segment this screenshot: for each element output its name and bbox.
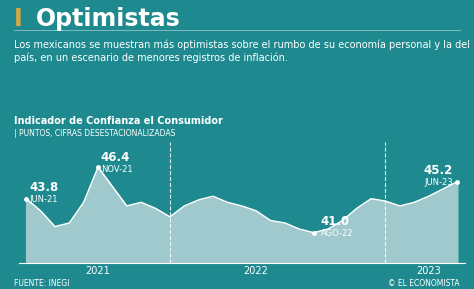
Text: AGO-22: AGO-22 — [321, 229, 353, 238]
Text: 43.8: 43.8 — [29, 181, 58, 194]
Text: © EL ECONOMISTA: © EL ECONOMISTA — [388, 279, 460, 288]
Text: NOV-21: NOV-21 — [101, 165, 133, 174]
Text: 46.4: 46.4 — [101, 151, 130, 164]
Text: I: I — [14, 7, 23, 31]
Text: JUN-23: JUN-23 — [424, 178, 453, 187]
Text: FUENTE: INEGI: FUENTE: INEGI — [14, 279, 70, 288]
Text: 45.2: 45.2 — [424, 164, 453, 177]
Text: 41.0: 41.0 — [321, 215, 350, 228]
Text: Los mexicanos se muestran más optimistas sobre el rumbo de su economía personal : Los mexicanos se muestran más optimistas… — [14, 39, 470, 63]
Text: | PUNTOS, CIFRAS DESESTACIONALIZADAS: | PUNTOS, CIFRAS DESESTACIONALIZADAS — [14, 129, 175, 138]
Text: JUN-21: JUN-21 — [29, 195, 57, 204]
Text: Optimistas: Optimistas — [36, 7, 180, 31]
Text: Indicador de Confianza el Consumidor: Indicador de Confianza el Consumidor — [14, 116, 223, 126]
